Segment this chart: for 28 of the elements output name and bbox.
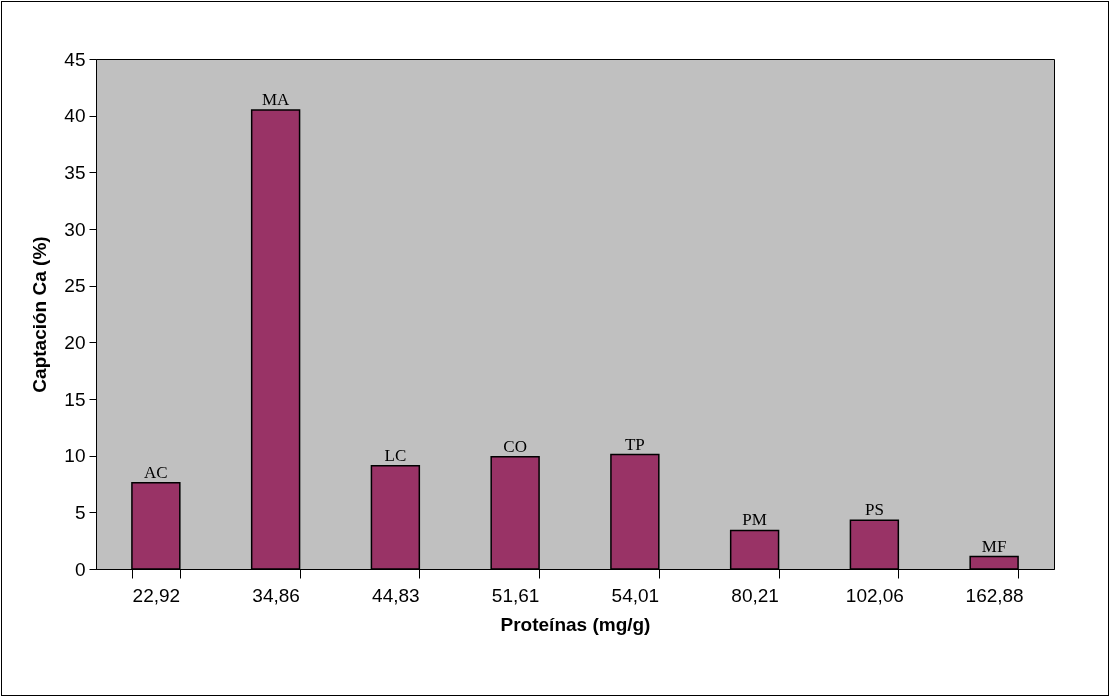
x-tick-label: 102,06 bbox=[845, 584, 904, 606]
y-tick-label: 20 bbox=[64, 331, 86, 353]
annotation: MF bbox=[981, 536, 1007, 556]
x-tick-label: 80,21 bbox=[731, 584, 779, 606]
y-tick-label: 10 bbox=[64, 445, 86, 467]
annotation: LC bbox=[384, 445, 407, 465]
x-tick-label: 44,83 bbox=[372, 584, 420, 606]
y-tick-label: 45 bbox=[64, 48, 86, 70]
x-tick-label: 162,88 bbox=[965, 584, 1024, 606]
y-tick-label: 15 bbox=[64, 388, 86, 410]
y-tick-label: 40 bbox=[64, 105, 86, 127]
x-tick-label: 22,92 bbox=[132, 584, 181, 606]
annotation: CO bbox=[503, 436, 527, 456]
annotation: AC bbox=[144, 462, 168, 482]
annotation: PS bbox=[864, 500, 884, 520]
x-tick-label: 34,86 bbox=[252, 584, 300, 606]
y-tick-label: 35 bbox=[64, 161, 86, 183]
y-tick-label: 0 bbox=[74, 558, 86, 580]
x-axis-title: Proteínas (mg/g) bbox=[500, 613, 651, 635]
x-tick-label: 51,61 bbox=[491, 584, 540, 606]
x-tick-label: 54,01 bbox=[611, 584, 660, 606]
y-tick-label: 5 bbox=[74, 501, 86, 523]
annotation: TP bbox=[624, 434, 645, 454]
annotation: PM bbox=[742, 510, 767, 530]
annotation: MA bbox=[261, 90, 291, 109]
y-axis-title: Captación Ca (%) bbox=[29, 236, 51, 393]
y-tick-label: 25 bbox=[64, 275, 86, 297]
y-tick-label: 30 bbox=[64, 218, 86, 240]
